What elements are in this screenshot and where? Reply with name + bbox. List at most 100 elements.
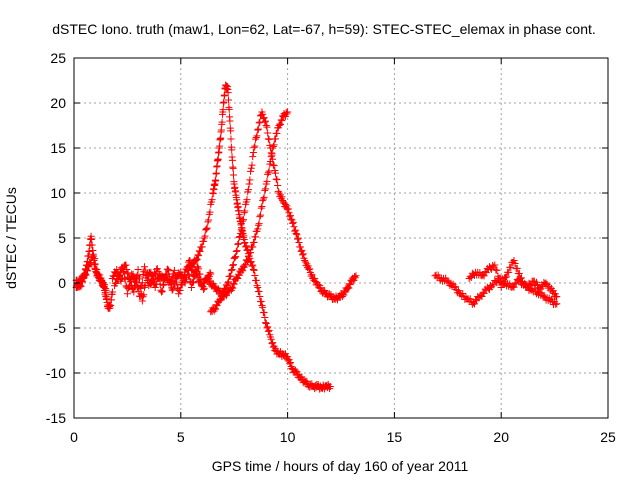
data-point: [289, 218, 297, 226]
y-axis-title: dSTEC / TECUs: [3, 187, 19, 289]
data-point: [283, 110, 291, 118]
data-point: [205, 275, 213, 283]
data-point: [111, 279, 119, 287]
data-point: [283, 202, 291, 210]
data-point: [532, 278, 540, 286]
data-point: [147, 268, 155, 276]
data-point: [166, 281, 174, 289]
data-point: [272, 175, 280, 183]
data-point: [130, 274, 138, 282]
data-point: [210, 280, 218, 288]
x-tick-label: 10: [280, 429, 296, 445]
data-point: [542, 279, 550, 287]
data-point: [513, 264, 521, 272]
data-point: [243, 257, 251, 264]
data-point: [271, 135, 279, 143]
data-point: [261, 314, 269, 321]
data-point: [274, 182, 282, 189]
data-point: [242, 242, 250, 250]
data-point: [253, 132, 261, 140]
data-point: [240, 209, 248, 217]
data-point: [171, 271, 179, 279]
data-point: [251, 142, 259, 150]
data-point: [101, 281, 109, 289]
data-point: [507, 263, 515, 271]
data-point: [326, 383, 334, 390]
data-point: [264, 327, 272, 335]
data-point: [119, 263, 127, 271]
data-point: [134, 283, 142, 291]
data-point: [213, 302, 221, 310]
data-point: [227, 267, 235, 275]
data-point: [256, 293, 264, 300]
data-point: [78, 277, 86, 285]
data-point: [244, 186, 252, 194]
data-point: [134, 266, 142, 273]
data-point: [491, 261, 499, 269]
data-point: [262, 122, 270, 129]
data-point: [230, 280, 238, 288]
data-point: [121, 274, 129, 282]
data-point: [510, 257, 518, 264]
data-point: [255, 220, 263, 228]
data-point: [269, 143, 277, 150]
data-point: [224, 89, 232, 97]
data-point: [260, 114, 268, 122]
data-point: [294, 234, 302, 242]
data-point: [96, 271, 104, 279]
data-point: [140, 268, 148, 276]
data-point: [202, 226, 210, 234]
x-tick-label: 25: [600, 429, 616, 445]
data-point: [505, 268, 513, 276]
data-point: [200, 237, 208, 245]
data-point: [270, 141, 278, 149]
data-point: [259, 303, 267, 311]
data-point: [227, 272, 235, 280]
data-point: [176, 286, 184, 294]
data-point: [492, 266, 500, 274]
data-point: [201, 232, 209, 240]
data-point: [262, 319, 270, 327]
data-point: [244, 257, 252, 265]
data-point: [264, 323, 272, 331]
data-point: [94, 270, 102, 278]
data-point: [264, 129, 272, 137]
data-point: [130, 288, 138, 296]
data-point: [258, 302, 266, 309]
data-point: [203, 224, 211, 232]
data-point: [227, 127, 235, 135]
data-point: [247, 249, 255, 257]
data-point: [538, 289, 546, 297]
data-point: [102, 286, 110, 294]
data-point: [254, 221, 262, 229]
data-point: [160, 281, 168, 289]
data-point: [234, 275, 242, 283]
data-point: [314, 281, 322, 289]
data-point: [340, 291, 348, 299]
data-point: [101, 285, 109, 293]
data-point: [278, 117, 286, 125]
data-point: [255, 119, 263, 127]
data-point: [271, 347, 279, 354]
data-point: [254, 126, 262, 134]
data-point: [198, 243, 206, 251]
data-point: [85, 263, 93, 271]
data-point: [234, 240, 242, 248]
data-point: [511, 260, 519, 267]
data-point: [195, 252, 203, 260]
data-point: [267, 335, 275, 343]
data-point: [87, 259, 95, 267]
data-point: [173, 278, 181, 286]
data-point: [251, 272, 259, 279]
data-point: [193, 256, 201, 264]
data-point: [299, 251, 307, 259]
data-point: [237, 230, 245, 237]
data-point: [138, 279, 146, 287]
y-tick-label: 0: [58, 275, 66, 291]
data-point: [117, 268, 125, 276]
data-point: [261, 186, 269, 194]
data-point: [159, 281, 167, 289]
data-point: [197, 279, 205, 287]
data-point: [202, 225, 210, 233]
data-point: [192, 257, 200, 264]
